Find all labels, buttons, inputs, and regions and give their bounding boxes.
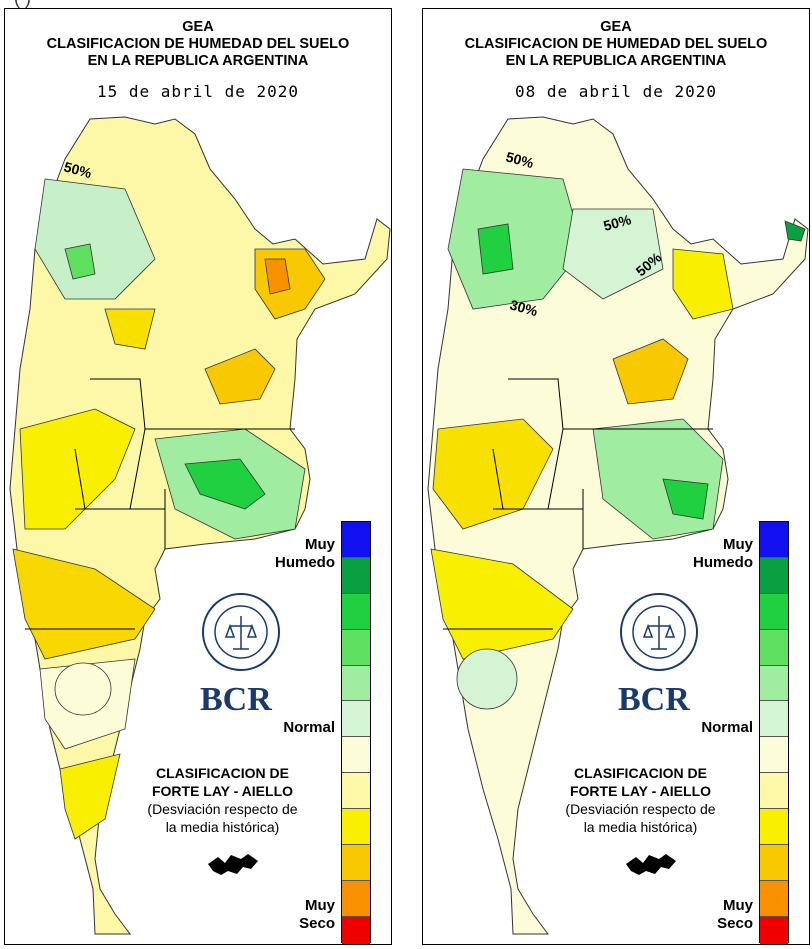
legend-swatch (760, 629, 788, 666)
region-pampas-dark-green (662, 478, 709, 520)
region-yellow (19, 408, 136, 530)
region-north-mid-green (64, 243, 96, 280)
cropped-header-fragment: ( ) (0, 0, 330, 10)
region-ellipse (456, 648, 518, 710)
region-misiones-yellow (672, 248, 734, 320)
argentina-soil-moisture-map: 50% (9, 116, 391, 935)
malvinas-islands (626, 854, 676, 875)
region-north-green (34, 178, 156, 300)
classification-caption: CLASIFICACION DE FORTE LAY - AIELLO (Des… (147, 765, 298, 835)
bcr-brand: BCR (618, 681, 690, 718)
contour-label: 50% (504, 148, 536, 171)
bcr-seal-logo (202, 593, 280, 671)
map-date: 08 de abril de 2020 (514, 82, 718, 101)
region-ne-dark-green (784, 220, 806, 242)
legend-swatch (760, 557, 788, 594)
legend-swatch (342, 737, 370, 774)
province-lines (25, 428, 295, 630)
province-lines (443, 428, 713, 630)
legend-swatch (760, 773, 788, 810)
legend-swatch (760, 522, 788, 558)
legend-color-scale (341, 521, 371, 944)
legend-top-label: Muy Humedo (693, 536, 753, 571)
bcr-brand: BCR (200, 681, 272, 718)
legend-swatch (342, 593, 370, 630)
legend-swatch (342, 665, 370, 702)
province-borders (492, 378, 564, 510)
map-title: GEA CLASIFICACION DE HUMEDAD DEL SUELO E… (46, 19, 350, 69)
contour-label: 30% (508, 296, 540, 319)
legend-middle-label: Normal (701, 719, 753, 736)
legend-swatch (342, 845, 370, 881)
map-panel-15-april: GEA CLASIFICACION DE HUMEDAD DEL SUELO E… (4, 8, 392, 945)
legend-swatch (760, 665, 788, 702)
legend-swatch (342, 522, 370, 558)
map-title: GEA CLASIFICACION DE HUMEDAD DEL SUELO E… (464, 19, 768, 69)
legend-swatch (760, 880, 788, 917)
region-orange-east (612, 338, 689, 405)
legend-swatch (342, 629, 370, 666)
legend-swatch (760, 916, 788, 944)
legend-bottom-label: Muy Seco (299, 897, 335, 932)
region-north-green (447, 168, 584, 310)
legend-swatch (760, 845, 788, 881)
region-yellow-dark (12, 548, 156, 660)
legend-swatch (342, 809, 370, 846)
legend-top-label: Muy Humedo (275, 536, 335, 571)
province-borders (74, 378, 146, 510)
bcr-seal-logo (620, 593, 698, 671)
legend-bottom-label: Muy Seco (717, 897, 753, 932)
legend-swatch (760, 593, 788, 630)
legend-color-scale (759, 521, 789, 944)
legend-swatch (342, 880, 370, 917)
region-orange-core (264, 258, 291, 295)
legend-swatch (342, 773, 370, 810)
region-pampas-dark-green (184, 458, 266, 510)
contour-label: 50% (62, 158, 94, 181)
region-orange-east (204, 348, 276, 405)
legend-swatch (342, 916, 370, 944)
map-panel-08-april: GEA CLASIFICACION DE HUMEDAD DEL SUELO E… (422, 8, 810, 945)
contour-label: 50% (602, 211, 634, 234)
legend-swatch (760, 701, 788, 738)
legend-swatch (342, 701, 370, 738)
argentina-soil-moisture-map: 50% 50% 50% 30% (427, 116, 809, 935)
malvinas-islands (208, 854, 258, 875)
legend-swatch (760, 809, 788, 846)
region-yellow (430, 548, 574, 660)
region-ellipse (54, 662, 112, 716)
legend-swatch (760, 737, 788, 774)
classification-caption: CLASIFICACION DE FORTE LAY - AIELLO (Des… (565, 765, 716, 835)
legend-middle-label: Normal (283, 719, 335, 736)
region-south-yellow (59, 753, 121, 840)
legend-swatch (342, 557, 370, 594)
region-chaco-light-green (562, 208, 664, 300)
region-central-yellow (104, 308, 156, 350)
region-north-dark-green (477, 223, 514, 275)
map-date: 15 de abril de 2020 (96, 82, 300, 101)
